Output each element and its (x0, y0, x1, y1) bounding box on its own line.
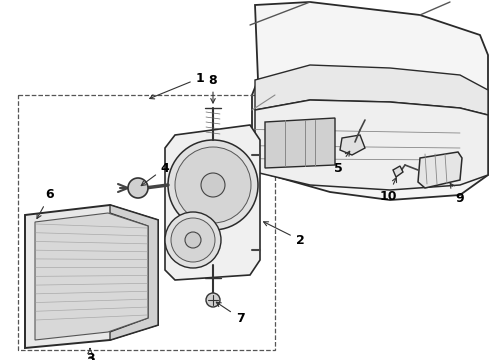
Text: 9: 9 (450, 183, 465, 204)
Text: 3: 3 (86, 348, 94, 360)
Circle shape (128, 178, 148, 198)
Text: 4: 4 (141, 162, 170, 186)
Circle shape (171, 218, 215, 262)
Polygon shape (255, 65, 488, 115)
Polygon shape (418, 152, 462, 188)
Text: 8: 8 (209, 73, 217, 103)
Polygon shape (255, 100, 488, 190)
Polygon shape (110, 205, 158, 340)
Circle shape (206, 293, 220, 307)
Text: 5: 5 (334, 151, 350, 175)
Circle shape (185, 232, 201, 248)
Circle shape (168, 140, 258, 230)
Text: 6: 6 (37, 189, 54, 219)
Circle shape (165, 212, 221, 268)
Text: 7: 7 (217, 302, 245, 324)
Text: 3: 3 (86, 356, 94, 360)
Polygon shape (340, 135, 365, 155)
Circle shape (201, 173, 225, 197)
Polygon shape (393, 166, 403, 177)
Polygon shape (35, 213, 148, 340)
Text: 10: 10 (379, 178, 397, 202)
Text: 1: 1 (150, 72, 204, 99)
Text: 2: 2 (264, 222, 304, 247)
Polygon shape (165, 125, 260, 280)
Circle shape (175, 147, 251, 223)
Polygon shape (25, 205, 158, 348)
Polygon shape (265, 118, 335, 168)
Polygon shape (252, 2, 488, 200)
